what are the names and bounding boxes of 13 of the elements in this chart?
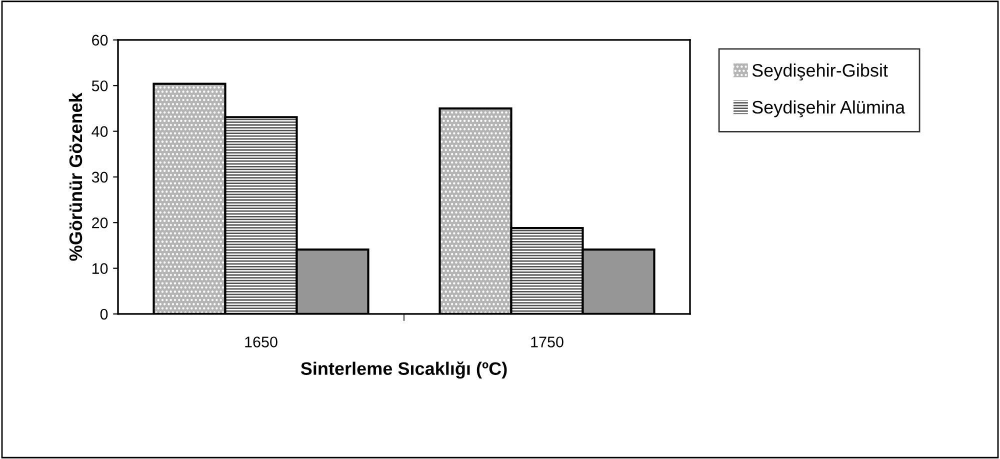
legend-label: Seydişehir-Gibsit <box>752 64 888 80</box>
x-tick-label: 1750 <box>531 336 564 348</box>
y-tick-label: 60 <box>92 34 108 46</box>
y-tick-label: 10 <box>92 263 108 274</box>
y-tick-label: 50 <box>92 80 108 92</box>
x-tick-label: 1650 <box>245 336 278 348</box>
x-axis-title: Sinterleme Sıcaklığı (ºC) <box>300 362 507 379</box>
y-tick-label: 20 <box>92 217 108 228</box>
y-tick-label: 40 <box>92 126 108 137</box>
y-tick-label: 0 <box>100 308 108 320</box>
y-axis-title: %Görünür Gözenek <box>68 92 82 261</box>
y-tick-label: 30 <box>92 172 108 183</box>
legend-label: Seydişehir Alümina <box>752 100 906 118</box>
